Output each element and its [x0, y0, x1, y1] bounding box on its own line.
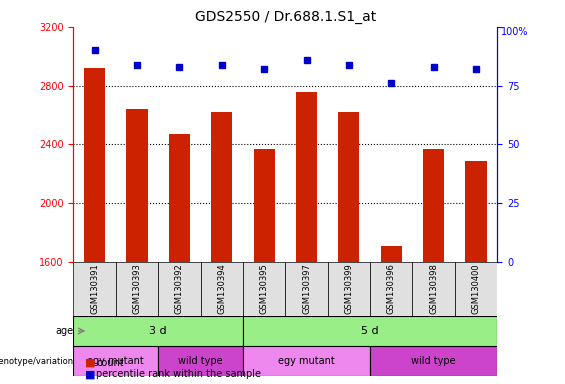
Bar [296, 91, 317, 262]
Text: wild type: wild type [411, 356, 456, 366]
Text: GSM130400: GSM130400 [472, 264, 480, 314]
Bar [243, 316, 497, 346]
Bar [169, 134, 190, 262]
Text: count: count [96, 358, 124, 368]
Bar [370, 346, 497, 376]
Text: 3 d: 3 d [149, 326, 167, 336]
Bar [285, 262, 328, 316]
Bar [73, 262, 116, 316]
Bar [211, 112, 232, 262]
Bar [158, 346, 243, 376]
Text: GSM130396: GSM130396 [387, 263, 396, 314]
Bar [370, 262, 412, 316]
Bar [116, 262, 158, 316]
Text: GSM130395: GSM130395 [260, 263, 268, 314]
Bar [466, 161, 486, 262]
Bar [127, 109, 147, 262]
Bar [412, 262, 455, 316]
Bar [243, 346, 370, 376]
Text: genotype/variation: genotype/variation [0, 357, 73, 366]
Text: 100%: 100% [502, 27, 529, 37]
Bar [423, 149, 444, 262]
Bar [84, 68, 105, 262]
Text: ■: ■ [85, 369, 95, 379]
Bar [381, 246, 402, 262]
Text: ■: ■ [85, 358, 95, 368]
Bar [73, 316, 243, 346]
Text: GSM130399: GSM130399 [345, 263, 353, 314]
Text: GSM130391: GSM130391 [90, 263, 99, 314]
Text: GSM130397: GSM130397 [302, 263, 311, 314]
Bar [338, 112, 359, 262]
Text: egy mutant: egy mutant [88, 356, 144, 366]
Text: age: age [55, 326, 73, 336]
Text: wild type: wild type [179, 356, 223, 366]
Text: GSM130393: GSM130393 [133, 263, 141, 314]
Bar [254, 149, 275, 262]
Bar [328, 262, 370, 316]
Bar [158, 262, 201, 316]
Bar [455, 262, 497, 316]
Text: egy mutant: egy mutant [278, 356, 335, 366]
Text: GSM130398: GSM130398 [429, 263, 438, 314]
Bar [73, 346, 158, 376]
Bar [201, 262, 243, 316]
Text: 5 d: 5 d [361, 326, 379, 336]
Text: GSM130394: GSM130394 [218, 263, 226, 314]
Text: GSM130392: GSM130392 [175, 263, 184, 314]
Text: percentile rank within the sample: percentile rank within the sample [96, 369, 261, 379]
Title: GDS2550 / Dr.688.1.S1_at: GDS2550 / Dr.688.1.S1_at [195, 10, 376, 25]
Bar [243, 262, 285, 316]
